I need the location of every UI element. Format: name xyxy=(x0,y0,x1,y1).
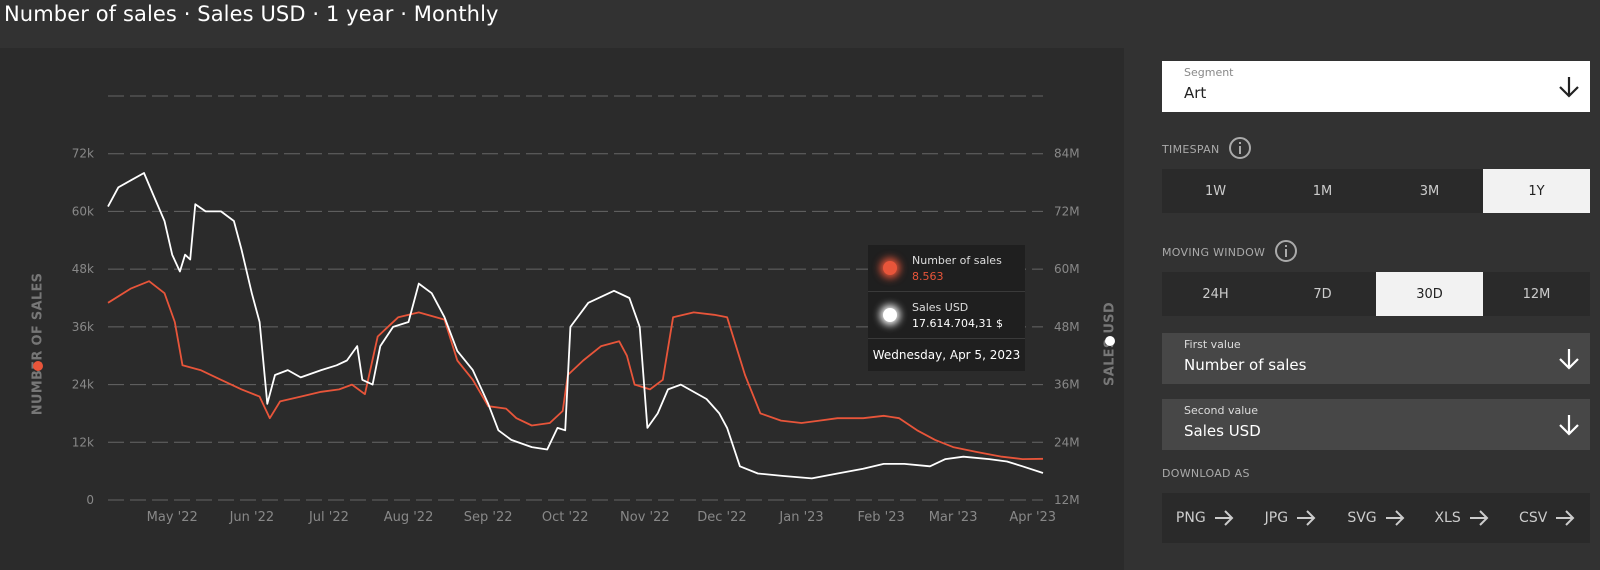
moving-window-12m-button[interactable]: 12M xyxy=(1522,286,1551,302)
tooltip-sales-usd-value: 17.614.704,31 $ xyxy=(912,317,1003,330)
tooltip-row-date: Wednesday, Apr 5, 2023 xyxy=(868,339,1025,371)
download-jpg-label: JPG xyxy=(1264,510,1289,526)
x-tick-label: Apr '23 xyxy=(1009,510,1056,525)
second-value-label: Second value xyxy=(1184,404,1259,417)
download-xls-button[interactable]: XLS xyxy=(1419,493,1505,543)
arrow-down-icon xyxy=(1559,77,1579,98)
sales-usd-legend-dot xyxy=(1105,336,1115,346)
tooltip-sales-usd-dot xyxy=(883,308,897,322)
download-svg-button[interactable]: SVG xyxy=(1333,493,1419,543)
arrow-right-icon xyxy=(1385,510,1405,526)
x-tick-label: Sep '22 xyxy=(464,510,513,525)
right-tick-label: 12M xyxy=(1054,493,1080,507)
arrow-right-icon xyxy=(1297,510,1316,526)
timespan-1m-button[interactable]: 1M xyxy=(1312,183,1333,199)
right-tick-label: 24M xyxy=(1054,435,1080,449)
left-tick-label: 0 xyxy=(86,493,94,507)
arrow-right-icon xyxy=(1469,510,1489,526)
first-value-select[interactable]: First value Number of sales xyxy=(1162,333,1590,384)
moving-window-7d-button[interactable]: 7D xyxy=(1313,286,1332,302)
timespan-1w-button[interactable]: 1W xyxy=(1204,183,1227,199)
tooltip-sales-count-value: 8.563 xyxy=(912,270,944,283)
left-tick-label: 12k xyxy=(72,435,94,449)
tooltip-sales-count-label: Number of sales xyxy=(912,254,1002,267)
x-tick-label: May '22 xyxy=(147,510,198,525)
right-tick-label: 84M xyxy=(1054,147,1080,161)
sales-usd-line xyxy=(107,172,1044,480)
arrow-down-icon xyxy=(1559,415,1579,436)
segment-select[interactable]: Segment Art xyxy=(1162,61,1590,112)
sales-count-legend-dot xyxy=(33,361,43,371)
timespan-info-icon[interactable] xyxy=(1228,136,1252,160)
page-title: Number of sales · Sales USD · 1 year · M… xyxy=(4,2,499,26)
left-axis-title: NUMBER OF SALES xyxy=(30,272,46,416)
download-csv-button[interactable]: CSV xyxy=(1504,493,1590,543)
x-tick-label: Nov '22 xyxy=(620,510,670,525)
timespan-label: TIMESPAN xyxy=(1162,143,1220,156)
x-tick-label: Aug '22 xyxy=(384,510,434,525)
right-tick-label: 48M xyxy=(1054,320,1080,334)
timespan-1y-button[interactable]: 1Y xyxy=(1483,169,1590,213)
second-value-select[interactable]: Second value Sales USD xyxy=(1162,399,1590,450)
tooltip-row-sales-usd: Sales USD 17.614.704,31 $ xyxy=(868,292,1025,339)
arrow-right-icon xyxy=(1214,510,1234,526)
download-jpg-button[interactable]: JPG xyxy=(1248,493,1334,543)
arrow-right-icon xyxy=(1556,510,1575,526)
first-value-value: Number of sales xyxy=(1184,356,1307,374)
x-tick-label: Mar '23 xyxy=(929,510,978,525)
timespan-group: 1W 1M 3M 1Y xyxy=(1162,169,1590,213)
tooltip-sales-count-dot xyxy=(883,261,897,275)
right-tick-label: 60M xyxy=(1054,262,1080,276)
download-png-label: PNG xyxy=(1175,510,1206,526)
arrow-down-icon xyxy=(1559,349,1579,370)
first-value-label: First value xyxy=(1184,338,1241,351)
x-tick-label: Oct '22 xyxy=(542,510,589,525)
x-tick-label: Dec '22 xyxy=(697,510,746,525)
left-tick-label: 48k xyxy=(72,262,94,276)
segment-select-value: Art xyxy=(1184,84,1207,102)
download-svg-label: SVG xyxy=(1347,510,1377,526)
left-tick-label: 72k xyxy=(72,147,94,161)
moving-window-info-icon[interactable] xyxy=(1274,239,1298,263)
second-value-value: Sales USD xyxy=(1184,422,1261,440)
moving-window-group: 24H 7D 30D 12M xyxy=(1162,272,1590,316)
download-csv-label: CSV xyxy=(1519,510,1548,526)
moving-window-label: MOVING WINDOW xyxy=(1162,246,1266,259)
tooltip-row-sales-count: Number of sales 8.563 xyxy=(868,245,1025,292)
left-tick-label: 36k xyxy=(72,320,94,334)
left-tick-label: 24k xyxy=(72,378,94,392)
segment-select-label: Segment xyxy=(1184,66,1234,79)
right-tick-label: 36M xyxy=(1054,378,1080,392)
left-tick-label: 60k xyxy=(72,204,94,218)
right-tick-label: 72M xyxy=(1054,204,1080,218)
timespan-3m-button[interactable]: 3M xyxy=(1419,183,1440,199)
tooltip-sales-usd-label: Sales USD xyxy=(912,301,969,314)
moving-window-30d-button[interactable]: 30D xyxy=(1376,272,1483,316)
chart-svg: 0 12k 24k 36k 48k 60k 72k 12M 24M 36M 48M 60M 72M 84M… xyxy=(72,95,1080,525)
download-xls-label: XLS xyxy=(1434,510,1461,526)
download-label: DOWNLOAD AS xyxy=(1162,467,1250,480)
tooltip-date: Wednesday, Apr 5, 2023 xyxy=(872,348,1021,362)
download-row: PNG JPG SVG XLS CSV xyxy=(1162,493,1590,543)
x-tick-label: Jul '22 xyxy=(308,510,349,525)
x-tick-label: Feb '23 xyxy=(858,510,905,525)
x-tick-label: Jun '22 xyxy=(229,510,275,525)
chart-tooltip: Number of sales 8.563 Sales USD 17.614.7… xyxy=(868,245,1025,371)
x-tick-label: Jan '23 xyxy=(778,510,823,525)
moving-window-24h-button[interactable]: 24H xyxy=(1202,286,1229,302)
download-png-button[interactable]: PNG xyxy=(1162,493,1248,543)
sales-count-line xyxy=(107,280,1044,460)
